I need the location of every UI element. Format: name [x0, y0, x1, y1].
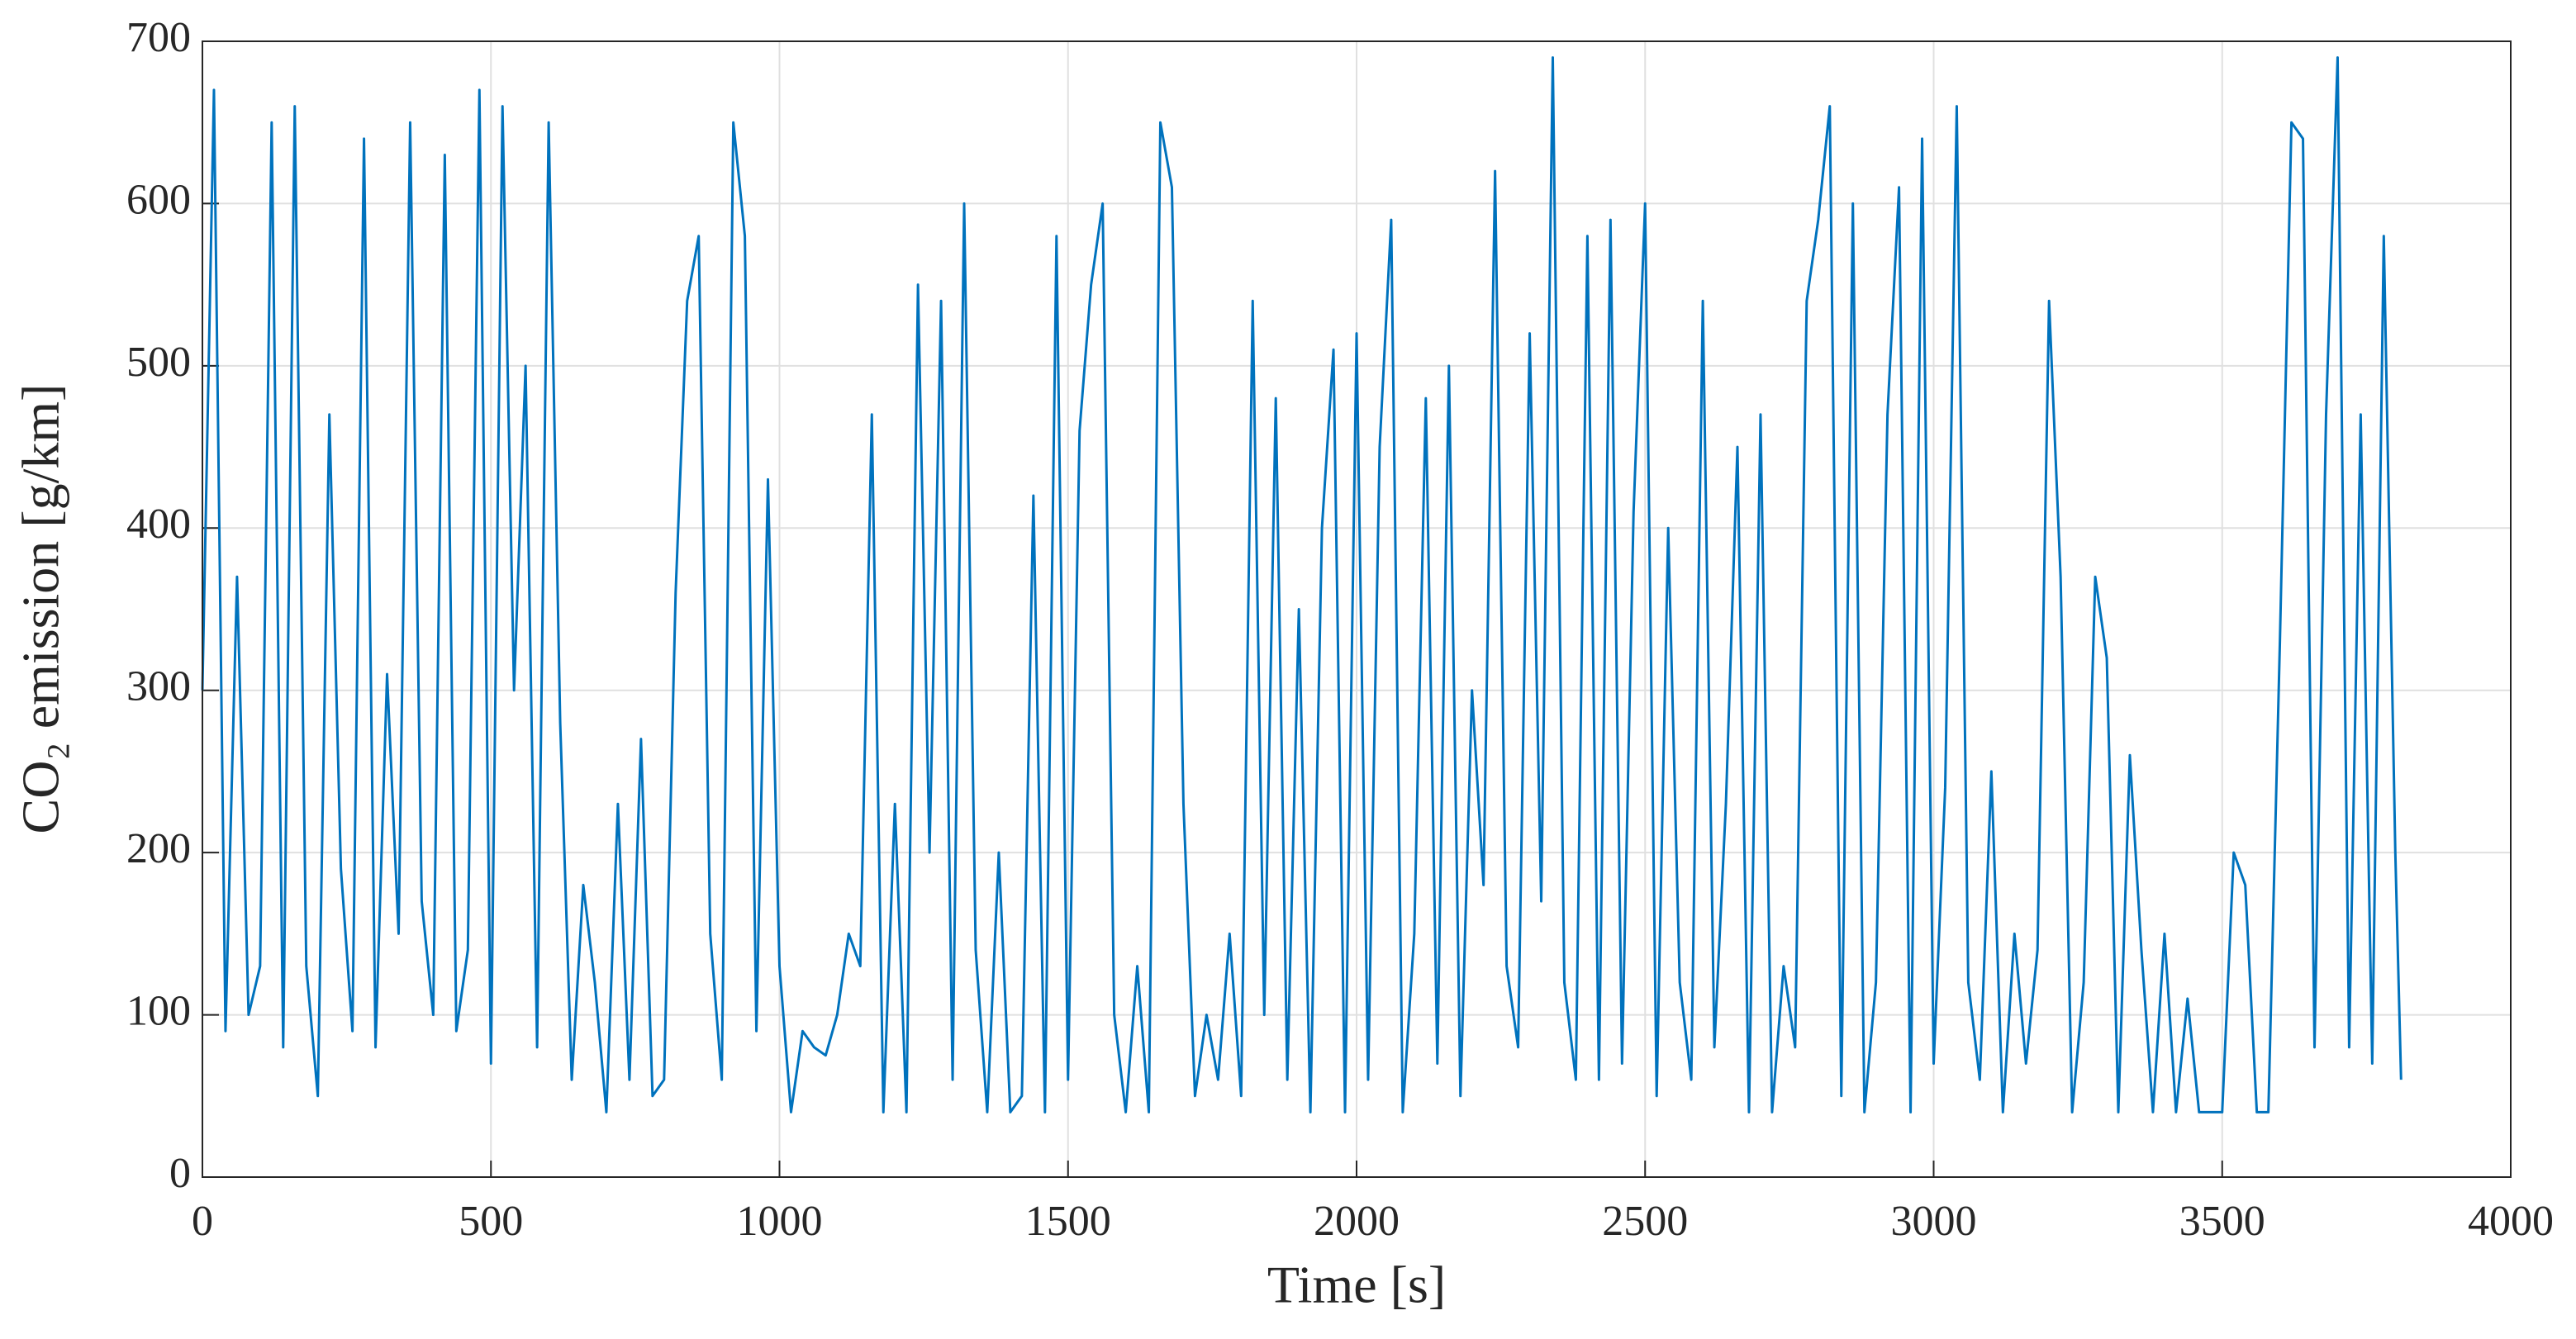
y-tick-label: 0 [169, 1150, 191, 1197]
y-tick-label: 200 [126, 825, 191, 872]
x-tick-label: 1000 [737, 1198, 823, 1245]
x-tick-label: 3000 [1891, 1198, 1977, 1245]
y-tick-label: 500 [126, 339, 191, 386]
x-tick-label: 1500 [1025, 1198, 1111, 1245]
y-tick-label: 600 [126, 176, 191, 223]
x-tick-label: 2000 [1314, 1198, 1400, 1245]
x-tick-label: 4000 [2468, 1198, 2554, 1245]
data-line [201, 56, 2403, 1113]
x-tick-label: 0 [192, 1198, 213, 1245]
x-axis-label: Time [s] [1267, 1256, 1446, 1314]
plot-frame [202, 40, 2512, 1178]
x-tick-label: 500 [459, 1198, 523, 1245]
y-tick-label: 700 [126, 14, 191, 61]
y-tick-label: 100 [126, 988, 191, 1035]
y-tick-label: 400 [126, 501, 191, 548]
x-tick-label: 3500 [2179, 1198, 2265, 1245]
x-tick-label: 2500 [1602, 1198, 1688, 1245]
y-tick-label: 300 [126, 663, 191, 710]
y-axis-label: CO₂ emission [g/km] [12, 384, 70, 834]
